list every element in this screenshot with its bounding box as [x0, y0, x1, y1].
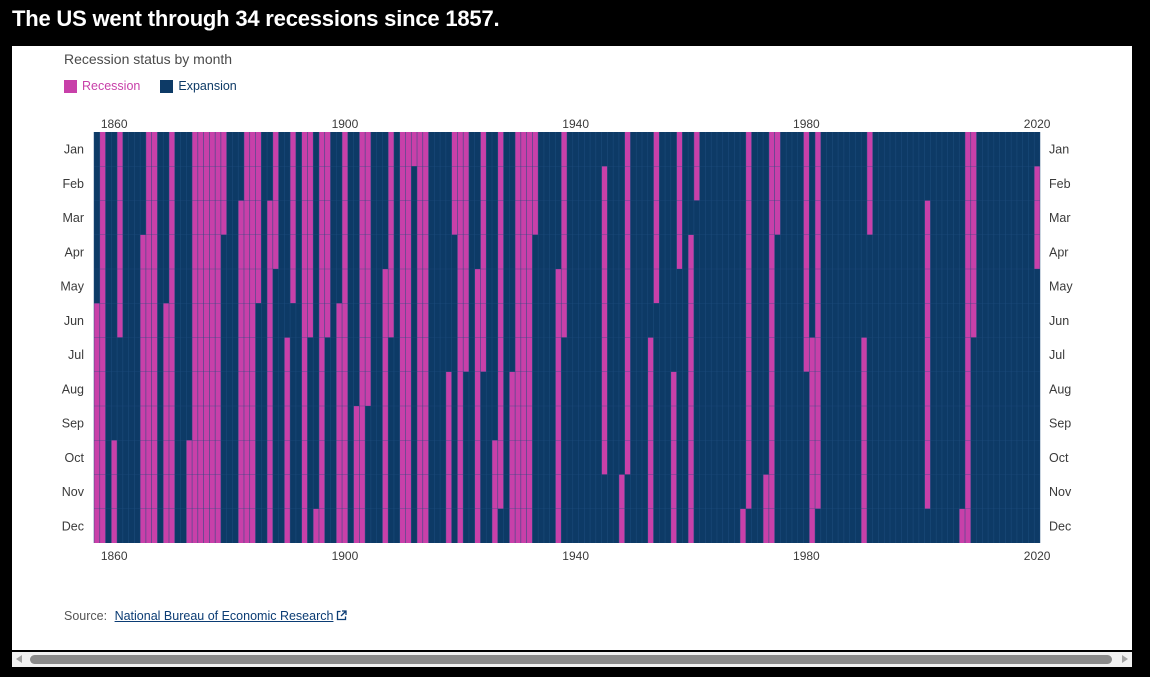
month-label-left: Jul	[68, 348, 84, 362]
year-tick-top: 1860	[101, 117, 128, 131]
recession-cell	[163, 303, 169, 543]
month-label-right: Jun	[1049, 314, 1069, 328]
recession-cell	[774, 132, 781, 235]
source-link-text: National Bureau of Economic Research	[114, 609, 334, 623]
source-label: Source:	[64, 609, 108, 623]
recession-cell	[803, 132, 810, 372]
legend-label-expansion: Expansion	[178, 79, 237, 93]
month-label-left: Jun	[64, 314, 84, 328]
month-label-right: Feb	[1049, 177, 1071, 191]
recession-cell	[492, 440, 498, 543]
year-tick-bottom: 1860	[101, 549, 128, 563]
recession-cell	[336, 303, 343, 543]
chart-title: Recession status by month	[64, 51, 233, 67]
recession-cell	[924, 200, 931, 509]
recession-cell	[497, 132, 504, 509]
recession-cell	[255, 132, 262, 304]
recession-cell	[186, 440, 193, 543]
year-tick-bottom: 1980	[793, 549, 820, 563]
recession-cell	[111, 440, 118, 543]
chart-card: Recession status by month Recession Expa…	[12, 46, 1132, 650]
month-label-left: Nov	[62, 485, 85, 499]
recession-cell	[688, 234, 694, 543]
month-label-right: Mar	[1049, 211, 1071, 225]
legend: Recession Expansion	[64, 79, 257, 93]
recession-cell	[220, 132, 227, 235]
legend-item-expansion[interactable]: Expansion	[160, 79, 237, 93]
recession-cell	[815, 132, 821, 509]
month-label-left: Feb	[62, 177, 84, 191]
recession-cell	[140, 234, 146, 543]
month-label-right: Dec	[1049, 519, 1071, 533]
year-tick-bottom: 1940	[562, 549, 589, 563]
recession-cell	[463, 132, 469, 372]
recession-cell	[532, 132, 539, 235]
month-label-right: Apr	[1049, 245, 1068, 259]
arrow-left-icon[interactable]	[16, 655, 22, 663]
recession-cell	[1034, 166, 1040, 269]
recession-cell	[740, 508, 746, 543]
month-label-right: Aug	[1049, 382, 1071, 396]
legend-swatch-recession	[64, 79, 77, 93]
recession-cell	[451, 132, 458, 235]
month-label-right: May	[1049, 280, 1073, 294]
recession-cell	[959, 508, 966, 543]
month-label-left: Dec	[62, 519, 84, 533]
month-label-right: Jan	[1049, 143, 1069, 157]
source-link[interactable]: National Bureau of Economic Research	[115, 609, 334, 623]
month-label-right: Jul	[1049, 348, 1065, 362]
recession-cell	[480, 132, 487, 372]
year-tick-top: 1940	[562, 117, 589, 131]
recession-cell	[745, 132, 752, 509]
month-label-right: Nov	[1049, 485, 1072, 499]
horizontal-scrollbar[interactable]	[12, 652, 1132, 667]
source-line: Source: National Bureau of Economic Rese…	[64, 609, 348, 624]
month-label-left: Jan	[64, 143, 84, 157]
headline: The US went through 34 recessions since …	[12, 6, 500, 31]
year-tick-bottom: 2020	[1024, 549, 1051, 563]
recession-cell	[866, 132, 873, 235]
month-label-left: Oct	[65, 451, 85, 465]
recession-cell	[94, 303, 100, 543]
year-tick-top: 2020	[1024, 117, 1051, 131]
recession-cell	[601, 166, 608, 475]
month-label-left: Mar	[62, 211, 84, 225]
recession-heatmap: Jan Jan Feb Feb Mar Mar Apr Apr May May Jun Jun Jul J…	[60, 117, 1073, 563]
year-tick-bottom: 1900	[332, 549, 359, 563]
recession-cell	[653, 132, 660, 304]
year-tick-top: 1900	[332, 117, 359, 131]
month-label-right: Oct	[1049, 451, 1069, 465]
month-label-right: Sep	[1049, 417, 1071, 431]
legend-swatch-expansion	[160, 79, 174, 93]
legend-item-recession[interactable]: Recession	[64, 79, 140, 93]
external-link-icon[interactable]	[336, 610, 348, 624]
month-label-left: Aug	[62, 382, 84, 396]
recession-cell	[411, 132, 418, 167]
month-label-left: Apr	[65, 245, 84, 259]
month-label-left: Sep	[62, 417, 84, 431]
recession-cell	[509, 371, 516, 543]
scrollbar-thumb[interactable]	[30, 655, 1112, 664]
recession-cell	[313, 508, 319, 543]
legend-label-recession: Recession	[82, 79, 141, 93]
recession-cell	[445, 371, 452, 543]
recession-cell	[290, 132, 296, 304]
year-tick-top: 1980	[793, 117, 820, 131]
arrow-right-icon[interactable]	[1122, 655, 1128, 663]
month-label-left: May	[60, 280, 84, 294]
recession-cell	[670, 371, 677, 543]
